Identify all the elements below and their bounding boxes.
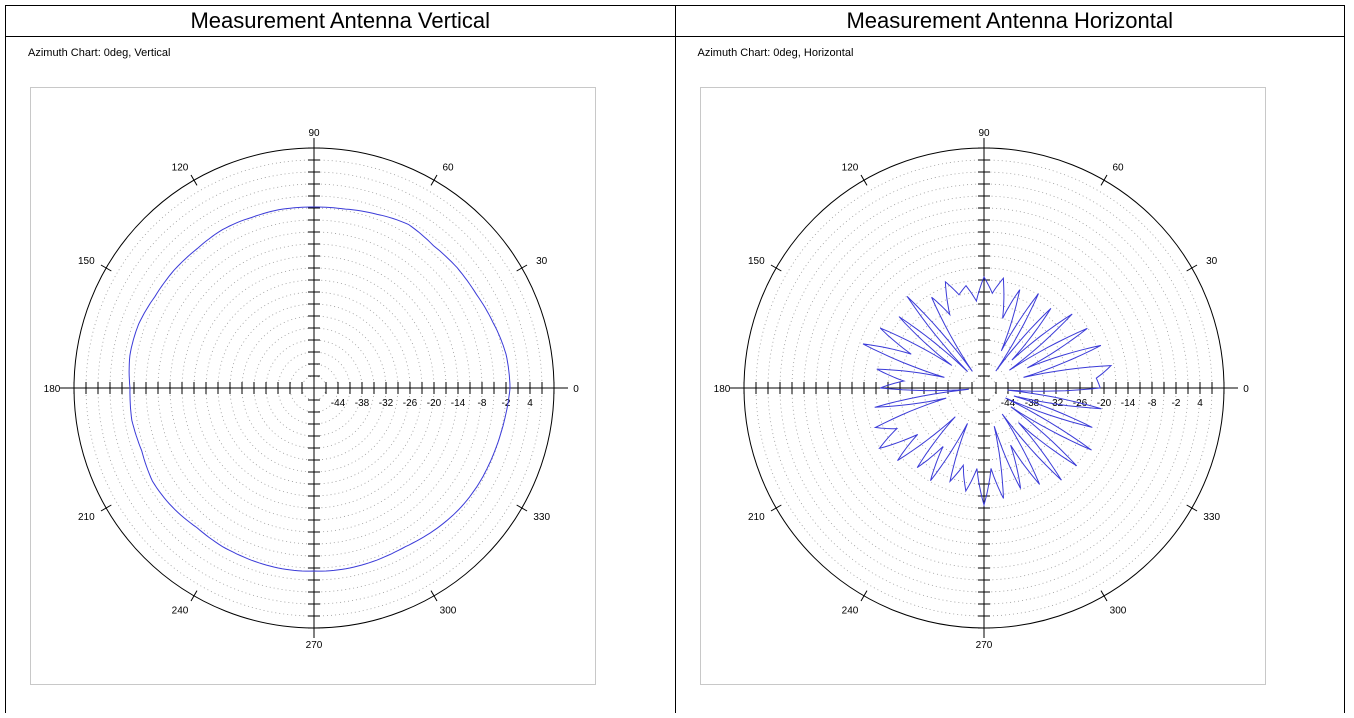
- angular-tick-label: 60: [442, 162, 454, 173]
- angular-tick-label: 270: [306, 640, 323, 651]
- chart-frame-vertical: -44 -38 -32 -26 -20 -14 -8 -2 4 0 30 60 90 120 150 180 2…: [30, 87, 596, 685]
- angular-tick: [190, 174, 198, 186]
- cell-vertical: Azimuth Chart: 0deg, Vertical -44 -38 -32-…: [5, 36, 676, 713]
- angular-tick: [516, 264, 528, 272]
- radial-tick-label: -2: [502, 398, 511, 409]
- radial-tick-label: -44: [331, 398, 346, 409]
- angular-tick-label: 210: [747, 512, 764, 523]
- angular-tick: [770, 504, 782, 512]
- chart-title-horizontal: Azimuth Chart: 0deg, Horizontal: [697, 47, 854, 59]
- cell-horizontal: Azimuth Chart: 0deg, Horizontal -44 -38 -3…: [674, 36, 1345, 713]
- report-table: Measurement Antenna Vertical Measurement…: [5, 5, 1345, 713]
- radial-tick-label: -8: [478, 398, 487, 409]
- header-horizontal: Measurement Antenna Horizontal: [674, 5, 1345, 37]
- angular-tick-label: 30: [536, 256, 548, 267]
- angular-tick-label: 300: [1109, 606, 1126, 617]
- angular-tick-label: 300: [440, 606, 457, 617]
- chart-frame-horizontal: -44 -38 -32 -26 -20 -14 -8 -2 4 0 30 60 90 120 150 180 2…: [699, 87, 1266, 685]
- radial-tick-label: -20: [1096, 398, 1111, 409]
- pattern-line-series-0: [862, 275, 1112, 507]
- angular-tick-label: 180: [44, 384, 61, 395]
- radial-tick-label: 4: [1197, 398, 1203, 409]
- header-vertical: Measurement Antenna Vertical: [5, 5, 676, 37]
- radial-tick-label: -2: [1171, 398, 1180, 409]
- angular-tick: [860, 590, 867, 602]
- angular-tick-label: 150: [78, 256, 95, 267]
- angular-tick-label: 240: [841, 606, 858, 617]
- angular-tick: [770, 264, 782, 272]
- radial-tick-label: -32: [379, 398, 394, 409]
- polar-chart-vertical: -44 -38 -32 -26 -20 -14 -8 -2 4 0 30 60 90 120 150 180 2…: [44, 128, 580, 651]
- polar-chart-horizontal: -44 -38 -32 -26 -20 -14 -8 -2 403060901201501802…: [713, 128, 1249, 651]
- angular-tick: [516, 504, 528, 512]
- radial-tick-label: -38: [355, 398, 370, 409]
- angular-tick: [430, 590, 438, 602]
- angular-tick: [1185, 264, 1197, 272]
- chart-title-vertical: Azimuth Chart: 0deg, Vertical: [28, 47, 171, 59]
- radial-tick-label: -32: [1048, 398, 1063, 409]
- angular-tick: [190, 590, 198, 602]
- angular-tick: [1100, 590, 1107, 602]
- angular-tick-label: 30: [1206, 256, 1218, 267]
- radial-tick-label: -26: [403, 398, 418, 409]
- angular-tick: [100, 264, 112, 272]
- angular-tick: [430, 174, 438, 186]
- radial-tick-label: -14: [451, 398, 466, 409]
- angular-tick: [1185, 504, 1197, 512]
- angular-tick-label: 330: [1203, 512, 1220, 523]
- radial-tick-label: -38: [1024, 398, 1039, 409]
- angular-tick-label: 90: [308, 128, 320, 139]
- angular-tick-label: 330: [533, 512, 550, 523]
- radial-tick-label: -44: [1000, 398, 1015, 409]
- angular-tick-label: 270: [975, 640, 992, 651]
- angular-tick: [1100, 174, 1107, 186]
- angular-tick-label: 60: [1112, 162, 1124, 173]
- angular-tick: [100, 504, 112, 512]
- radial-tick-label: -20: [427, 398, 442, 409]
- radial-tick-label: -14: [1120, 398, 1135, 409]
- angular-tick-label: 180: [713, 384, 730, 395]
- angular-tick-label: 90: [978, 128, 990, 139]
- radial-tick-label: -8: [1147, 398, 1156, 409]
- pattern-line-series-0: [128, 206, 511, 572]
- angular-tick-label: 0: [573, 384, 579, 395]
- angular-tick: [860, 174, 867, 186]
- angular-tick-label: 150: [747, 256, 764, 267]
- angular-tick-label: 240: [172, 606, 189, 617]
- radial-tick-label: 4: [527, 398, 533, 409]
- angular-tick-label: 0: [1243, 384, 1249, 395]
- angular-tick-label: 120: [841, 162, 858, 173]
- angular-tick-label: 210: [78, 512, 95, 523]
- angular-tick-label: 120: [172, 162, 189, 173]
